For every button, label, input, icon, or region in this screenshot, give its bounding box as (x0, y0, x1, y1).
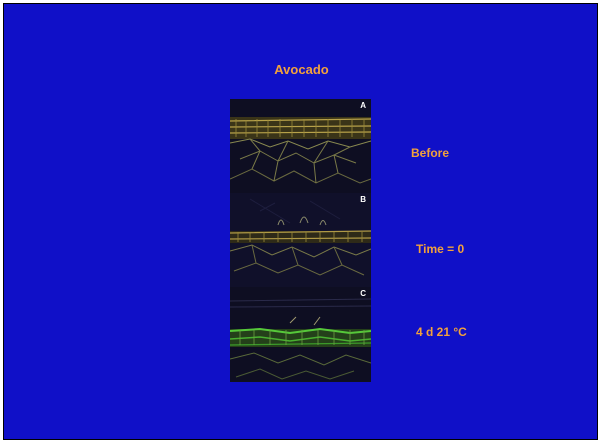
panel-letter-c: C (360, 289, 366, 298)
micrograph-panel-b: B (230, 193, 371, 287)
panel-letter-a: A (360, 101, 366, 110)
micrograph-image: A B (230, 99, 371, 382)
micrograph-panel-c: C (230, 287, 371, 381)
slide: Avocado A (3, 3, 598, 440)
panel-letter-b: B (360, 195, 366, 204)
stage-label-before: Before (411, 146, 450, 160)
slide-title: Avocado (274, 62, 329, 77)
stage-label-time-zero: Time = 0 (416, 242, 465, 256)
stage-label-4d-21c: 4 d 21 °C (416, 325, 467, 339)
micrograph-panel-a: A (230, 99, 371, 193)
